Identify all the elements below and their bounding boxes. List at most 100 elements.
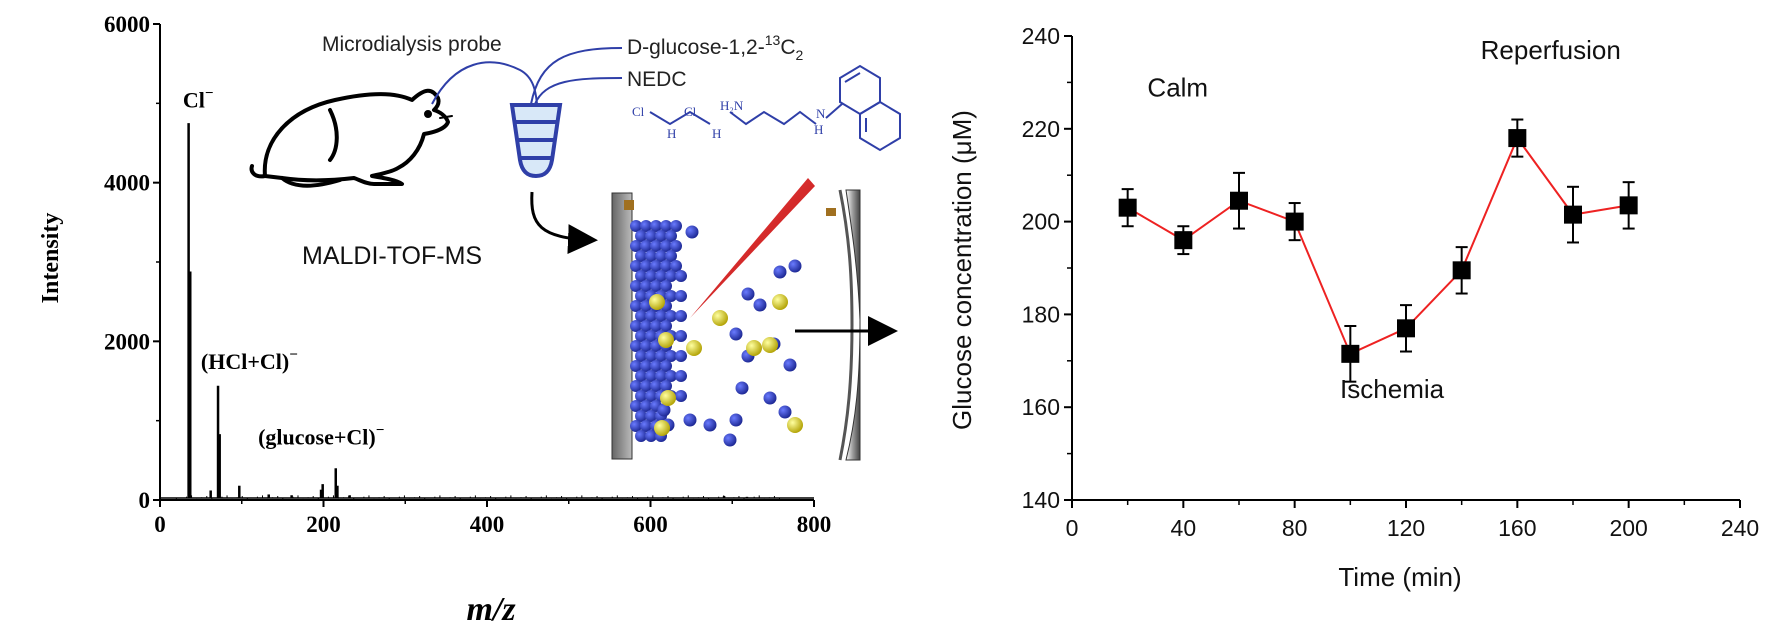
- matrix-molecule: [670, 240, 682, 252]
- ms-y-axis-label: Intensity: [38, 213, 64, 304]
- reagent-glucose-label: D-glucose-1,2-13C2: [627, 32, 803, 63]
- data-point: [1118, 198, 1137, 217]
- matrix-crystal: [630, 220, 803, 447]
- gl-phase-annotation: Ischemia: [1340, 374, 1445, 404]
- gl-y-tick-label: 180: [1022, 301, 1060, 327]
- matrix-molecule: [650, 240, 662, 252]
- matrix-molecule: [729, 413, 743, 427]
- matrix-molecule: [729, 327, 743, 341]
- matrix-molecule: [660, 240, 672, 252]
- analyte-molecule: [654, 420, 670, 436]
- matrix-molecule: [640, 380, 652, 392]
- ms-x-tick-label: 800: [797, 512, 832, 537]
- matrix-molecule: [665, 310, 677, 322]
- data-point: [1508, 129, 1527, 148]
- analyte-molecule: [686, 340, 702, 356]
- ms-peak-annotation: (glucose+Cl)−: [258, 422, 384, 449]
- svg-text:H₂N: H₂N: [720, 98, 744, 113]
- ms-y-ticks: 0 2000 4000 6000: [104, 12, 160, 513]
- matrix-molecule: [735, 381, 749, 395]
- matrix-molecule: [635, 270, 647, 282]
- gl-x-tick-label: 0: [1066, 515, 1079, 541]
- matrix-molecule: [670, 220, 682, 232]
- matrix-molecule: [675, 290, 687, 302]
- matrix-molecule: [640, 260, 652, 272]
- matrix-molecule: [640, 300, 652, 312]
- series-line: [1127, 136, 1629, 356]
- gl-y-tick-label: 240: [1022, 23, 1060, 49]
- matrix-molecule: [655, 310, 667, 322]
- matrix-molecule: [645, 330, 657, 342]
- analyte-molecule: [772, 294, 788, 310]
- maldi-target-plate: [611, 192, 634, 460]
- matrix-molecule: [645, 230, 657, 242]
- matrix-molecule: [665, 290, 677, 302]
- matrix-molecule: [630, 260, 642, 272]
- matrix-molecule: [675, 350, 687, 362]
- matrix-molecule: [788, 259, 802, 273]
- gl-phase-annotations: Calm Ischemia Reperfusion: [1147, 35, 1620, 404]
- matrix-molecule: [683, 413, 697, 427]
- matrix-molecule: [665, 370, 677, 382]
- ms-x-ticks: 0 200 400 600 800: [154, 500, 831, 537]
- matrix-molecule: [657, 403, 671, 417]
- gl-y-tick-label: 200: [1022, 209, 1060, 235]
- glucose-time-chart: 0 40 80 120 160 200 240 140 160 180 200 220 240 Tim…: [947, 23, 1759, 592]
- matrix-molecule: [630, 220, 642, 232]
- matrix-molecule: [660, 220, 672, 232]
- gl-phase-annotation: Reperfusion: [1481, 35, 1621, 65]
- matrix-molecule: [650, 380, 662, 392]
- matrix-molecule: [723, 433, 737, 447]
- ms-y-tick-label: 0: [139, 488, 151, 513]
- detector-icon: [826, 189, 861, 461]
- laser-beam-icon: [690, 178, 815, 318]
- matrix-molecule: [635, 330, 647, 342]
- matrix-molecule: [630, 280, 642, 292]
- matrix-molecule: [630, 400, 642, 412]
- matrix-molecule: [635, 410, 647, 422]
- matrix-molecule: [630, 320, 642, 332]
- data-point: [1174, 231, 1193, 250]
- matrix-molecule: [645, 350, 657, 362]
- ms-peak-annotations: Cl− (HCl+Cl)− (glucose+Cl)−: [183, 85, 384, 449]
- rat-icon: [249, 88, 453, 188]
- matrix-molecule: [655, 230, 667, 242]
- ms-x-axis-label: m/z: [466, 591, 516, 628]
- gl-x-tick-label: 240: [1721, 515, 1759, 541]
- matrix-molecule: [665, 230, 677, 242]
- svg-text:Cl: Cl: [632, 104, 645, 119]
- gl-x-ticks: 0 40 80 120 160 200 240: [1066, 500, 1759, 541]
- matrix-molecule: [630, 380, 642, 392]
- matrix-molecule: [630, 360, 642, 372]
- gl-x-tick-label: 80: [1282, 515, 1308, 541]
- matrix-molecule: [675, 310, 687, 322]
- data-points: [1118, 129, 1638, 363]
- microdialysis-probe: [509, 103, 563, 179]
- matrix-molecule: [640, 400, 652, 412]
- matrix-molecule: [635, 390, 647, 402]
- gl-x-axis-label: Time (min): [1338, 562, 1461, 592]
- matrix-molecule: [660, 280, 672, 292]
- gl-y-ticks: 140 160 180 200 220 240: [1022, 23, 1072, 513]
- data-point: [1285, 212, 1304, 231]
- matrix-molecule: [675, 330, 687, 342]
- matrix-molecule: [630, 340, 642, 352]
- matrix-molecule: [640, 340, 652, 352]
- matrix-molecule: [660, 320, 672, 332]
- ms-y-tick-label: 2000: [104, 329, 150, 354]
- analyte-molecule: [658, 332, 674, 348]
- gl-x-tick-label: 160: [1498, 515, 1536, 541]
- matrix-molecule: [665, 270, 677, 282]
- gl-x-tick-label: 120: [1387, 515, 1425, 541]
- data-point: [1341, 344, 1360, 363]
- svg-text:N: N: [816, 106, 826, 121]
- data-point: [1619, 196, 1638, 215]
- matrix-molecule: [640, 420, 652, 432]
- svg-text:Cl: Cl: [684, 104, 697, 119]
- matrix-molecule: [630, 240, 642, 252]
- svg-text:H: H: [712, 126, 721, 141]
- matrix-molecule: [783, 358, 797, 372]
- matrix-molecule: [753, 298, 767, 312]
- matrix-molecule: [655, 250, 667, 262]
- matrix-molecule: [773, 265, 787, 279]
